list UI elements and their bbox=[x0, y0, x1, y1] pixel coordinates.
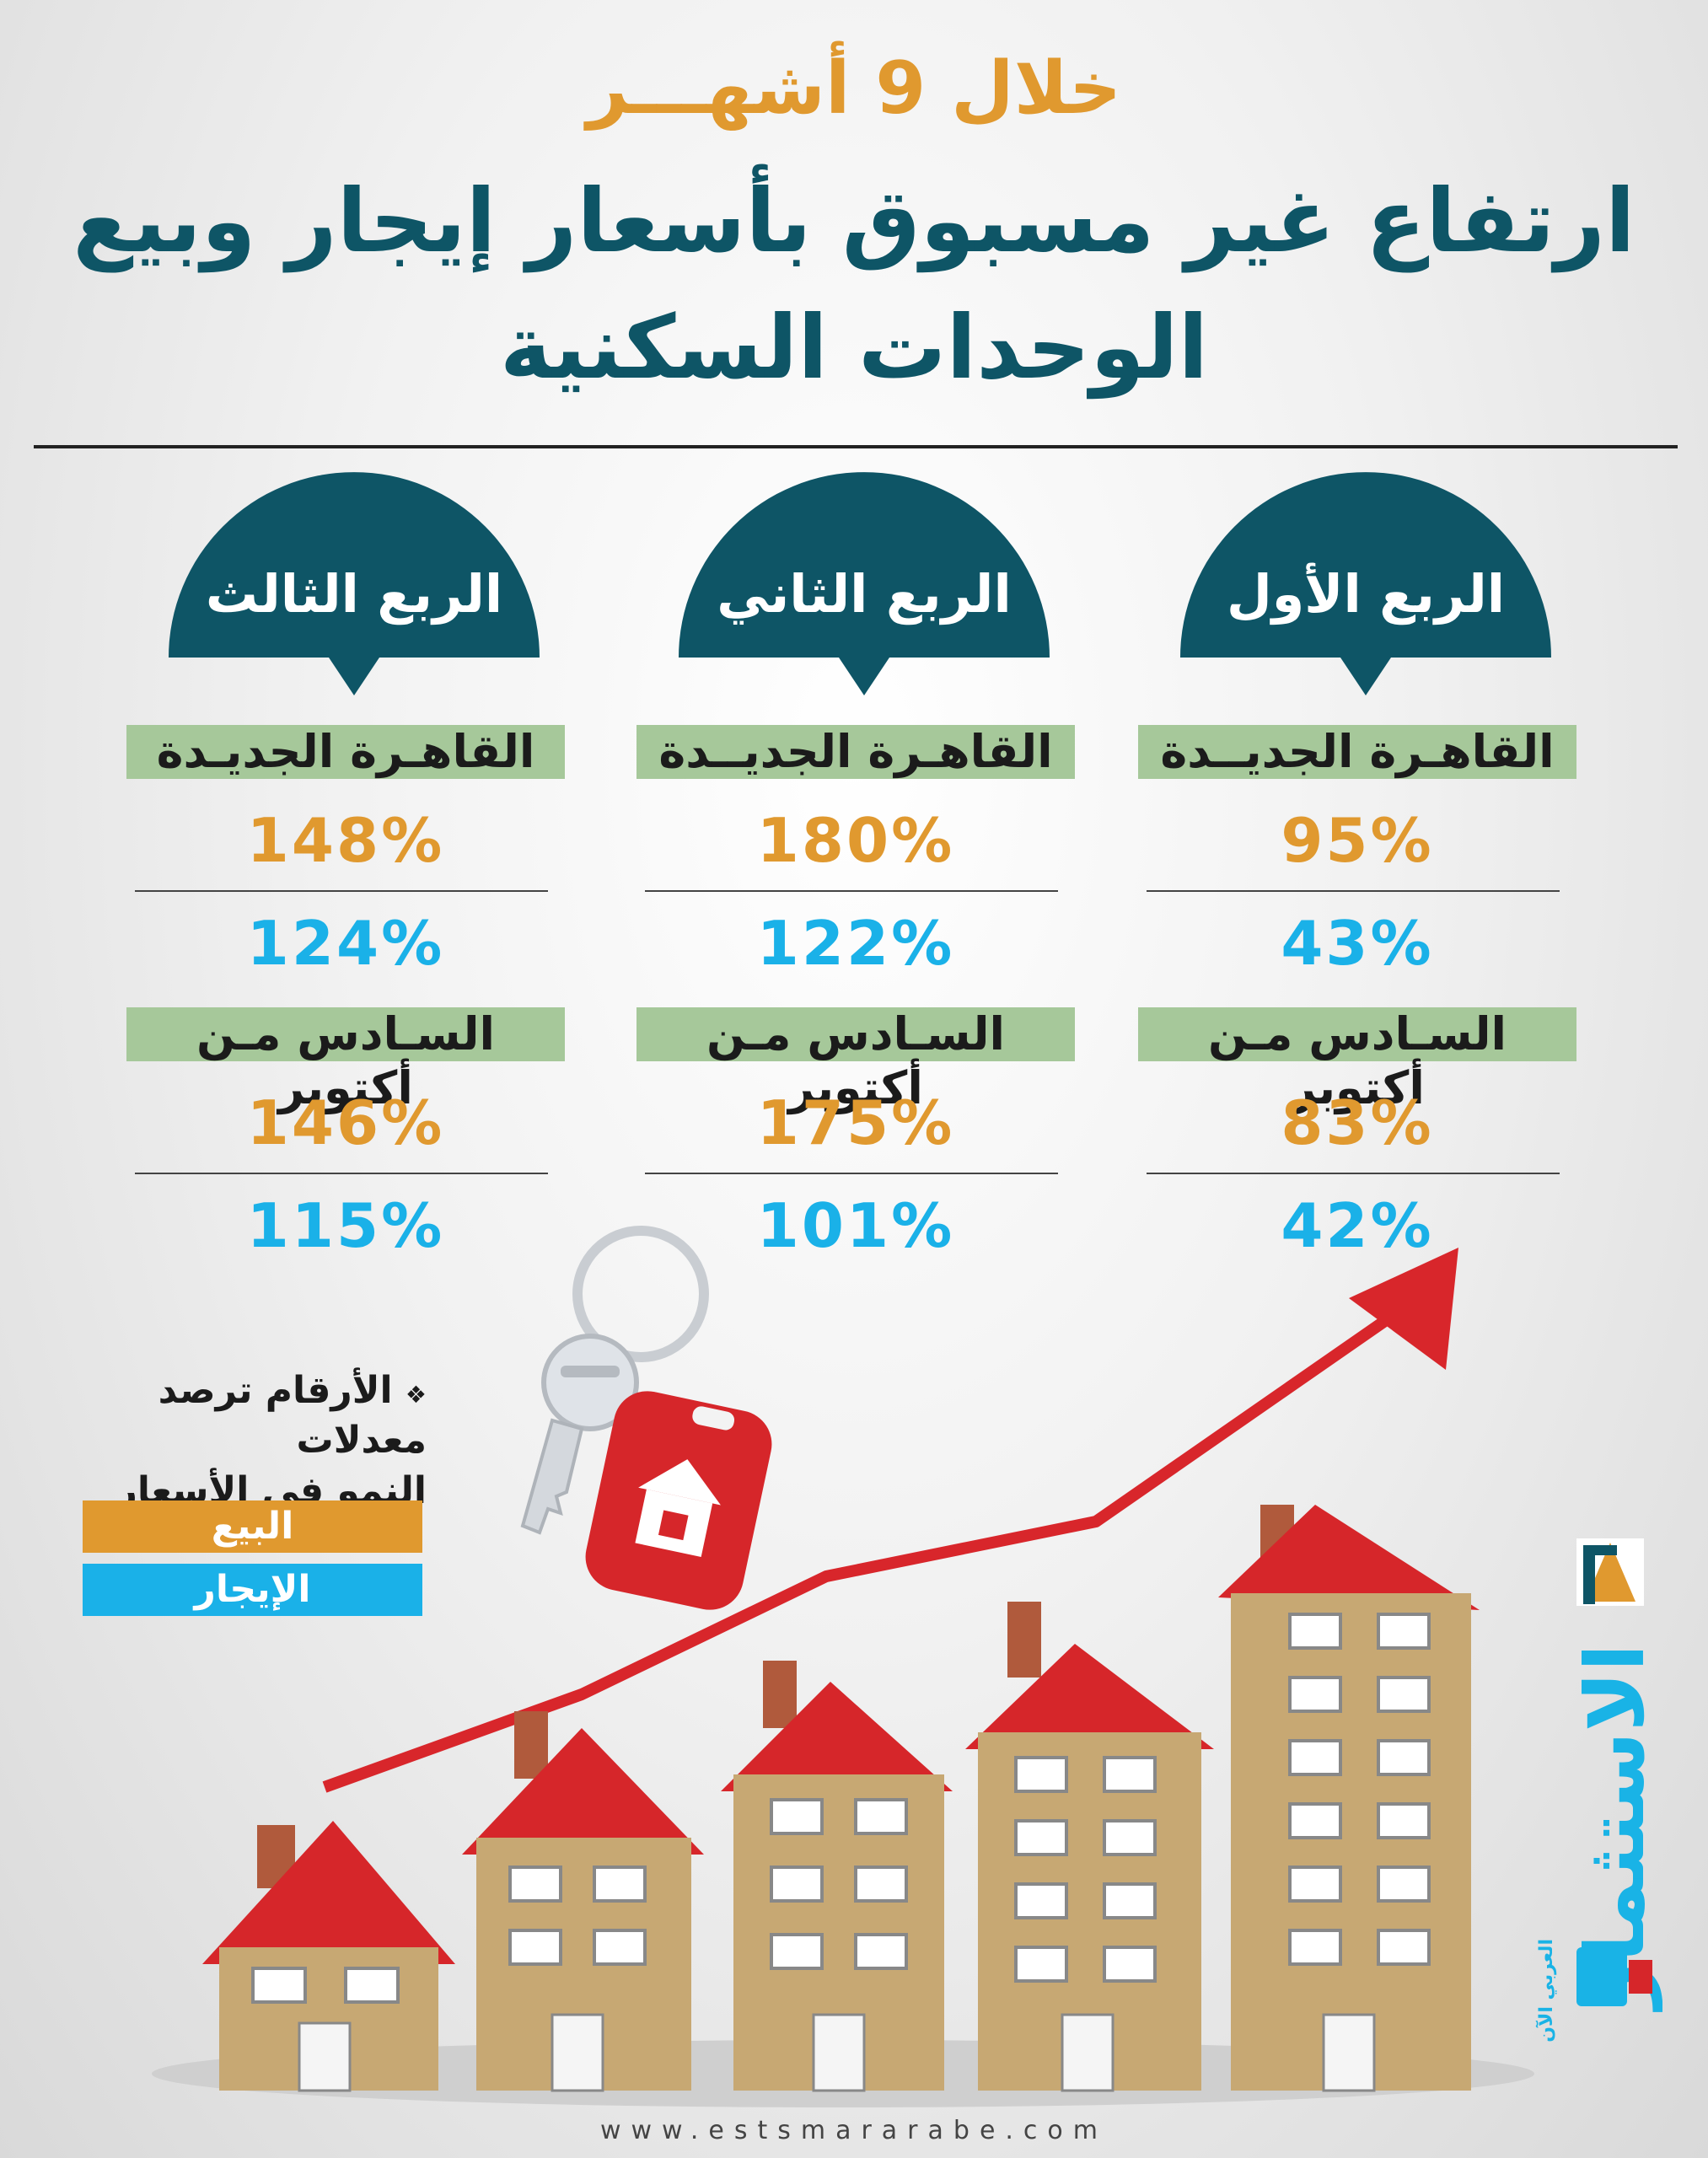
title-line-2: الوحدات السكنية bbox=[499, 296, 1209, 399]
quarter-3-city-2-sale: 146% bbox=[246, 1087, 445, 1158]
quarter-3-city-1: القاهـرة الجديـدة bbox=[126, 725, 565, 779]
fa-logo-icon bbox=[1576, 1538, 1644, 1606]
quarter-2-city-1: القاهـرة الجديــدة bbox=[636, 725, 1075, 779]
house-key-icon bbox=[520, 1226, 772, 1610]
quarter-3-city-2-rent: 115% bbox=[246, 1190, 445, 1261]
quarter-1-city-1-sale: 95% bbox=[1281, 805, 1434, 876]
quarter-3-city-1-rent: 124% bbox=[246, 908, 445, 979]
note-bullet: ❖ bbox=[405, 1381, 427, 1409]
quarter-3-city-2: السـادس مـن أكتوبر bbox=[126, 1007, 565, 1114]
separator bbox=[135, 890, 548, 892]
note-line-1: الأرقام ترصد معدلات bbox=[158, 1369, 427, 1463]
subtitle: خلال 9 أشهـــر bbox=[586, 46, 1122, 131]
title-line-1: ارتفاع غير مسبوق بأسعار إيجار وبيع bbox=[73, 169, 1635, 272]
title-divider bbox=[34, 445, 1678, 448]
quarter-1-city-2: السـادس مـن أكتوبر bbox=[1138, 1007, 1576, 1114]
separator bbox=[135, 1173, 548, 1174]
legend-rent: الإيجار bbox=[83, 1564, 422, 1616]
quarter-1-city-1-rent: 43% bbox=[1281, 908, 1434, 979]
quarter-1-cap bbox=[1180, 472, 1551, 695]
quarter-3-label: الربع الثالث bbox=[205, 563, 503, 625]
quarter-1-label: الربع الأول bbox=[1226, 563, 1506, 625]
legend-sale: البيع bbox=[83, 1500, 422, 1553]
separator bbox=[1147, 890, 1560, 892]
quarter-3-city-1-sale: 148% bbox=[246, 805, 445, 876]
quarter-2-city-1-sale: 180% bbox=[756, 805, 955, 876]
growth-arrow-icon bbox=[322, 1248, 1458, 1793]
footer-website[interactable]: www.estsmararabe.com bbox=[599, 2116, 1109, 2145]
separator bbox=[1147, 1173, 1560, 1174]
buildings-illustration bbox=[152, 1226, 1534, 2107]
quarter-1-city-1: القاهـرة الجديــدة bbox=[1138, 725, 1576, 779]
quarter-2-city-1-rent: 122% bbox=[756, 908, 955, 979]
separator bbox=[645, 890, 1058, 892]
separator bbox=[645, 1173, 1058, 1174]
quarter-2-city-2-sale: 175% bbox=[756, 1087, 955, 1158]
quarter-1-city-2-sale: 83% bbox=[1281, 1087, 1434, 1158]
quarter-2-city-2: السـادس مـن أكتوبر bbox=[636, 1007, 1075, 1114]
quarter-2-cap bbox=[679, 472, 1050, 695]
partner-logo-icon bbox=[1576, 1947, 1652, 2006]
quarter-3-cap bbox=[169, 472, 540, 695]
quarter-2-city-2-rent: 101% bbox=[756, 1190, 955, 1261]
quarter-2-label: الربع الثاني bbox=[717, 563, 1012, 625]
brand-tagline: العربي الآن bbox=[1536, 1939, 1557, 2043]
quarter-1-city-2-rent: 42% bbox=[1281, 1190, 1434, 1261]
